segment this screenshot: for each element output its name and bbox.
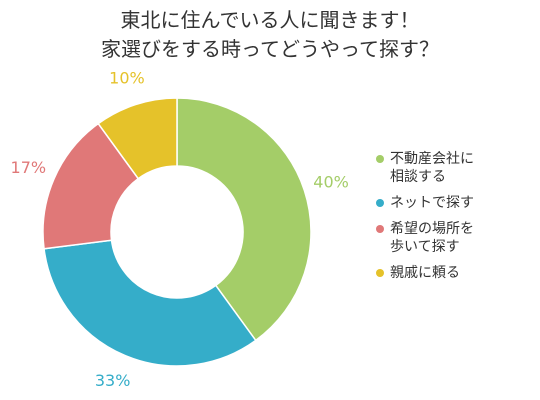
chart-title: 東北に住んでいる人に聞きます！ 家選びをする時ってどうやって探す？ bbox=[0, 6, 540, 64]
legend-swatch-internet bbox=[376, 199, 384, 207]
legend-label-real-estate: 不動産会社に 相談する bbox=[390, 151, 474, 185]
legend-swatch-real-estate bbox=[376, 155, 384, 163]
legend-item-walking: 希望の場所を 歩いて探す bbox=[376, 220, 536, 256]
donut-slice-internet bbox=[43, 239, 257, 367]
legend-item-internet: ネットで探す bbox=[376, 194, 536, 212]
chart-legend: 不動産会社に 相談する ネットで探す 希望の場所を 歩いて探す 親戚に頼る bbox=[376, 150, 536, 290]
legend-label-walking: 希望の場所を 歩いて探す bbox=[390, 221, 474, 255]
data-label-walking: 17% bbox=[11, 158, 47, 177]
chart-title-line-2: 家選びをする時ってどうやって探す？ bbox=[101, 37, 439, 61]
legend-item-real-estate: 不動産会社に 相談する bbox=[376, 150, 536, 186]
donut-slice-real-estate bbox=[176, 97, 312, 342]
legend-swatch-walking bbox=[376, 225, 384, 233]
legend-label-relatives: 親戚に頼る bbox=[390, 265, 460, 281]
chart-title-line-1: 東北に住んでいる人に聞きます！ bbox=[120, 8, 420, 32]
legend-label-internet: ネットで探す bbox=[390, 195, 474, 211]
legend-swatch-relatives bbox=[376, 269, 384, 277]
data-label-relatives: 10% bbox=[109, 68, 145, 87]
legend-item-relatives: 親戚に頼る bbox=[376, 264, 536, 282]
data-label-real-estate: 40% bbox=[313, 172, 349, 191]
data-label-internet: 33% bbox=[95, 371, 131, 390]
donut-slice-relatives bbox=[97, 97, 178, 180]
